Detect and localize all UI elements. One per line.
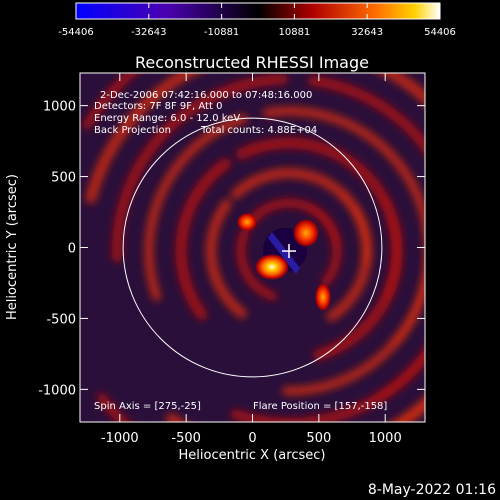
time-range-text: 2-Dec-2006 07:42:16.000 to 07:48:16.000 xyxy=(100,90,312,101)
sidelobe-arc xyxy=(375,347,425,402)
colorbar-tick-label: 54406 xyxy=(424,27,456,38)
y-tick-label: -500 xyxy=(46,312,76,327)
footer-date: 8-May-2022 01:16 xyxy=(367,482,496,498)
x-axis-label: Heliocentric X (arcsec) xyxy=(179,448,326,463)
solar-limb-circle xyxy=(122,117,383,378)
x-tick-label: 0 xyxy=(248,431,256,446)
sidelobe-arc xyxy=(144,114,248,302)
flare-position-text: Flare Position = [157,-158] xyxy=(253,401,387,412)
x-tick-label: 1000 xyxy=(369,431,402,446)
detectors-text: Detectors: 7F 8F 9F, Att 0 xyxy=(94,101,222,112)
x-axis-ticks: -1000 -500 0 500 1000 xyxy=(101,73,402,446)
total-counts-text: Total counts: 4.88E+04 xyxy=(200,125,317,136)
colorbar-tick-label: 10881 xyxy=(278,27,310,38)
sidelobe-arc xyxy=(382,215,403,301)
spin-axis-cross xyxy=(281,244,296,259)
spin-axis-text: Spin Axis = [275,-25] xyxy=(94,401,201,412)
flare-source-east xyxy=(315,283,331,311)
colorbar-tick-label: -32643 xyxy=(131,27,166,38)
image-area xyxy=(80,73,500,422)
annotations: 2-Dec-2006 07:42:16.000 to 07:48:16.000 … xyxy=(94,90,387,412)
flare-source-south xyxy=(255,254,289,280)
colorbar-ticks xyxy=(75,3,441,19)
sidelobe-arc xyxy=(378,73,425,106)
sidelobe-arc xyxy=(390,251,425,348)
sidelobe-arc xyxy=(391,396,425,422)
x-tick-label: -1000 xyxy=(101,431,139,446)
y-tick-label: 1000 xyxy=(43,100,76,115)
y-tick-label: 500 xyxy=(51,171,76,186)
sidelobe-arc xyxy=(205,199,248,319)
sidelobe-arc xyxy=(315,209,341,248)
sidelobe-arc xyxy=(262,106,425,234)
energy-range-text: Energy Range: 6.0 - 12.0 keV xyxy=(94,113,240,124)
colorbar-tick-label: 32643 xyxy=(351,27,383,38)
colorbar-gradient xyxy=(75,2,441,20)
flare-source-west xyxy=(237,213,257,231)
colorbar-labels: -54406 -32643 -10881 10881 32643 54406 xyxy=(58,27,456,38)
y-axis-ticks: -1000 -500 0 500 1000 xyxy=(38,100,425,398)
sidelobe-arc xyxy=(236,230,278,301)
colorbar-tick-label: -10881 xyxy=(204,27,239,38)
core-blue-lobe xyxy=(268,232,300,274)
method-text: Back Projection xyxy=(94,125,171,136)
y-tick-label: -1000 xyxy=(38,383,76,398)
x-tick-label: -500 xyxy=(171,431,201,446)
chart-title: Reconstructed RHESSI Image xyxy=(135,53,369,72)
sidelobe-arc xyxy=(82,73,138,130)
sidelobe-arc xyxy=(175,158,232,321)
sidelobe-arc xyxy=(236,137,392,210)
colorbar: -54406 -32643 -10881 10881 32643 54406 xyxy=(58,2,456,38)
sidelobe-arc xyxy=(112,74,288,263)
sidelobe-rings xyxy=(82,73,500,422)
flare-source-north xyxy=(293,219,319,247)
flare-core xyxy=(237,213,331,311)
colorbar-tick-label: -54406 xyxy=(58,27,93,38)
y-axis-label: Heliocentric Y (arcsec) xyxy=(5,174,20,320)
x-tick-label: 500 xyxy=(306,431,331,446)
sidelobe-arc xyxy=(230,168,352,203)
sidelobe-arc xyxy=(349,203,372,266)
sidelobe-arc xyxy=(307,75,425,155)
sidelobe-arc xyxy=(448,74,500,410)
y-tick-label: 0 xyxy=(68,242,76,257)
